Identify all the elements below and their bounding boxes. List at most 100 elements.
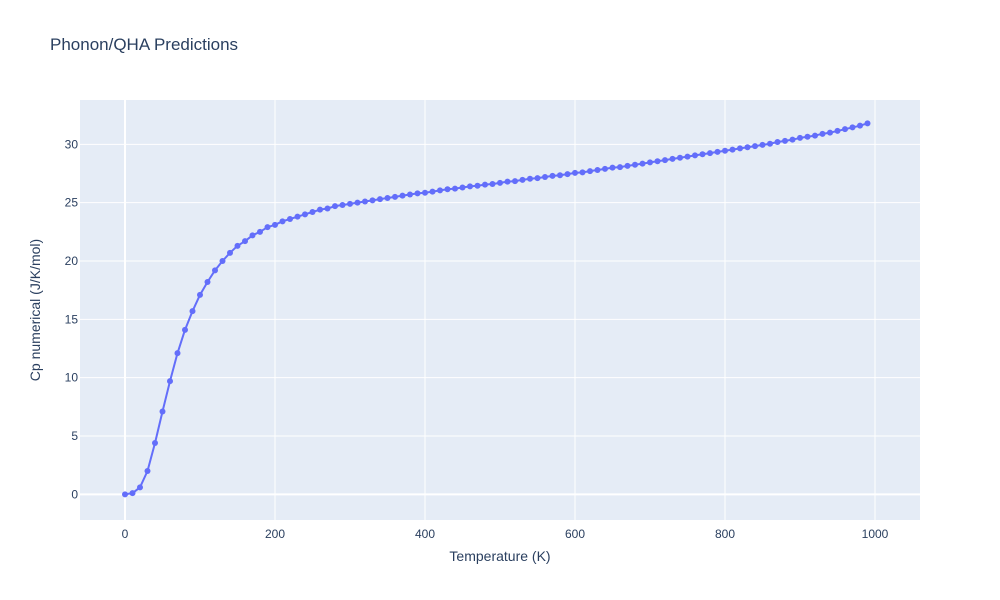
x-tick-label: 1000: [862, 527, 889, 541]
x-axis-title: Temperature (K): [449, 548, 550, 564]
data-point: [474, 182, 481, 189]
y-tick-label: 10: [65, 371, 79, 385]
tick-labels: 0 200 400 600 800 1000 0 5 10 15 20 25 30: [65, 137, 889, 541]
data-point: [849, 124, 856, 131]
data-point: [137, 484, 143, 491]
data-point: [384, 195, 391, 201]
data-point: [774, 139, 781, 145]
x-tick-label: 0: [122, 527, 129, 541]
y-tick-label: 20: [65, 254, 79, 268]
data-point: [782, 137, 788, 144]
data-point: [407, 191, 413, 198]
data-point: [354, 199, 361, 206]
data-point: [714, 148, 721, 155]
data-point: [677, 154, 683, 161]
y-tick-label: 15: [65, 312, 79, 326]
data-point: [369, 197, 376, 204]
data-point: [692, 152, 698, 159]
data-point: [812, 132, 818, 139]
data-point: [527, 175, 533, 182]
data-point: [204, 279, 211, 285]
data-point: [197, 291, 203, 298]
data-point: [324, 205, 331, 212]
data-point: [219, 258, 226, 264]
data-point: [497, 179, 503, 186]
data-point: [602, 165, 608, 172]
x-tick-label: 200: [265, 527, 285, 541]
data-point: [467, 183, 473, 190]
data-point: [234, 242, 241, 249]
data-point: [572, 169, 578, 176]
data-point: [797, 134, 803, 141]
y-tick-label: 25: [65, 196, 79, 210]
data-point: [159, 408, 166, 415]
data-point: [422, 189, 428, 196]
data-point: [182, 326, 188, 333]
data-point: [609, 164, 616, 171]
data-point: [587, 168, 593, 175]
data-point: [302, 211, 308, 218]
data-point: [722, 147, 728, 154]
series-line: [124, 122, 868, 496]
data-point: [272, 221, 278, 228]
data-point: [167, 378, 173, 385]
data-point: [767, 140, 773, 147]
data-point: [594, 167, 601, 173]
data-point: [857, 122, 863, 129]
series-layer: [122, 120, 871, 498]
data-point: [647, 159, 653, 166]
data-point: [347, 200, 353, 207]
data-point: [452, 185, 458, 192]
data-point: [129, 490, 136, 497]
data-point: [639, 160, 646, 167]
data-point: [542, 174, 548, 180]
data-point: [437, 187, 443, 194]
data-point: [624, 162, 631, 169]
data-point: [804, 133, 811, 140]
data-point: [482, 181, 488, 188]
y-tick-label: 5: [71, 429, 78, 443]
y-tick-label: 0: [71, 487, 78, 501]
data-point: [309, 209, 316, 215]
data-point: [152, 440, 158, 446]
data-point: [339, 202, 346, 208]
data-point: [684, 153, 691, 160]
data-point: [294, 213, 301, 220]
data-point: [317, 206, 323, 213]
data-point: [564, 171, 571, 178]
data-point: [227, 249, 233, 256]
y-tick-label: 30: [65, 137, 79, 151]
data-point: [279, 218, 286, 225]
data-point: [752, 143, 758, 150]
y-axis-title: Cp numerical (J/K/mol): [27, 239, 43, 381]
data-point: [632, 161, 638, 168]
data-point: [264, 224, 271, 231]
data-point: [834, 127, 841, 134]
data-point: [512, 178, 518, 185]
x-tick-label: 400: [415, 527, 435, 541]
data-point: [654, 158, 661, 165]
data-point: [842, 126, 848, 133]
data-point: [377, 196, 383, 203]
data-point: [819, 130, 826, 137]
data-point: [459, 184, 466, 191]
data-point: [249, 232, 256, 239]
data-point: [212, 267, 218, 274]
data-point: [144, 468, 151, 474]
data-point: [707, 150, 713, 157]
data-point: [489, 181, 496, 187]
data-point: [789, 136, 796, 143]
data-point: [534, 175, 541, 182]
data-point: [174, 350, 181, 357]
data-point: [737, 145, 743, 152]
chart-title: Phonon/QHA Predictions: [50, 35, 238, 54]
data-point: [287, 216, 293, 222]
data-point: [189, 308, 196, 315]
data-point: [617, 164, 623, 171]
data-point: [414, 190, 421, 197]
data-point: [579, 169, 586, 176]
data-point: [444, 186, 451, 193]
data-point: [662, 157, 668, 164]
data-point: [827, 129, 833, 136]
data-point: [669, 155, 676, 162]
